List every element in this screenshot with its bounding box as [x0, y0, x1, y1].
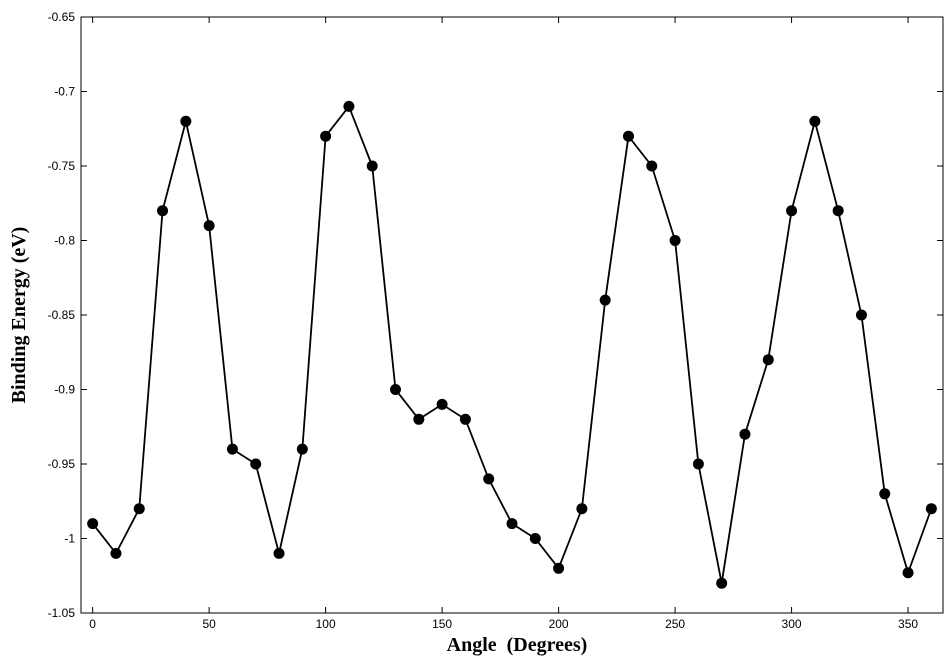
data-point [786, 205, 798, 217]
data-point [320, 130, 332, 142]
y-tick-label: -0.9 [54, 383, 75, 397]
data-point [273, 547, 285, 559]
data-point [250, 458, 262, 470]
data-point [576, 503, 588, 515]
data-point [413, 413, 425, 425]
x-tick-label: 50 [202, 617, 216, 631]
data-point [739, 428, 751, 440]
data-point [553, 562, 565, 574]
data-point [646, 160, 658, 172]
x-tick-label: 350 [898, 617, 918, 631]
data-point [832, 205, 844, 217]
x-tick-label: 300 [782, 617, 802, 631]
y-tick-label: -0.75 [48, 159, 76, 173]
data-point [436, 398, 448, 410]
data-point [87, 518, 99, 530]
y-tick-label: -0.95 [48, 457, 76, 471]
data-point [506, 518, 518, 530]
x-tick-label: 150 [432, 617, 452, 631]
data-point [809, 115, 821, 127]
x-tick-label: 200 [549, 617, 569, 631]
data-point [157, 205, 169, 217]
x-tick-label: 250 [665, 617, 685, 631]
data-point [762, 354, 774, 366]
data-point [343, 100, 355, 112]
y-axis: -1.05 -1 -0.95 -0.9 -0.85 -0.8 -0.75 -0.7 -0.65 [48, 10, 943, 620]
data-point [529, 533, 541, 544]
data-point [902, 567, 914, 579]
data-point [133, 503, 145, 515]
y-tick-label: -1.05 [48, 606, 76, 620]
data-point [203, 220, 215, 232]
series-layer [87, 100, 937, 589]
x-axis-title: Angle (Degrees) [447, 634, 588, 656]
data-point [366, 160, 378, 172]
x-axis: 0 50 100 150 200 250 300 350 [89, 17, 918, 631]
data-point [390, 384, 402, 395]
y-tick-label: -0.65 [48, 10, 76, 24]
data-point [110, 547, 122, 559]
data-point [855, 309, 867, 321]
data-point [669, 235, 681, 246]
y-tick-label: -0.7 [54, 85, 75, 99]
data-point [925, 503, 937, 515]
y-axis-title: Binding Energy (eV) [8, 227, 30, 404]
data-point [599, 294, 611, 306]
data-point [296, 443, 308, 455]
y-tick-label: -0.8 [54, 234, 75, 248]
data-point [180, 115, 192, 127]
data-point [716, 577, 728, 589]
data-point [622, 130, 634, 142]
data-point [692, 458, 704, 470]
y-tick-label: -0.85 [48, 308, 76, 322]
data-point [226, 443, 238, 455]
plot-area [80, 16, 944, 614]
data-point [483, 473, 495, 485]
y-tick-label: -1 [64, 532, 75, 546]
x-tick-label: 100 [316, 617, 336, 631]
data-point [879, 488, 891, 500]
x-tick-label: 0 [89, 617, 96, 631]
data-point [459, 413, 471, 425]
